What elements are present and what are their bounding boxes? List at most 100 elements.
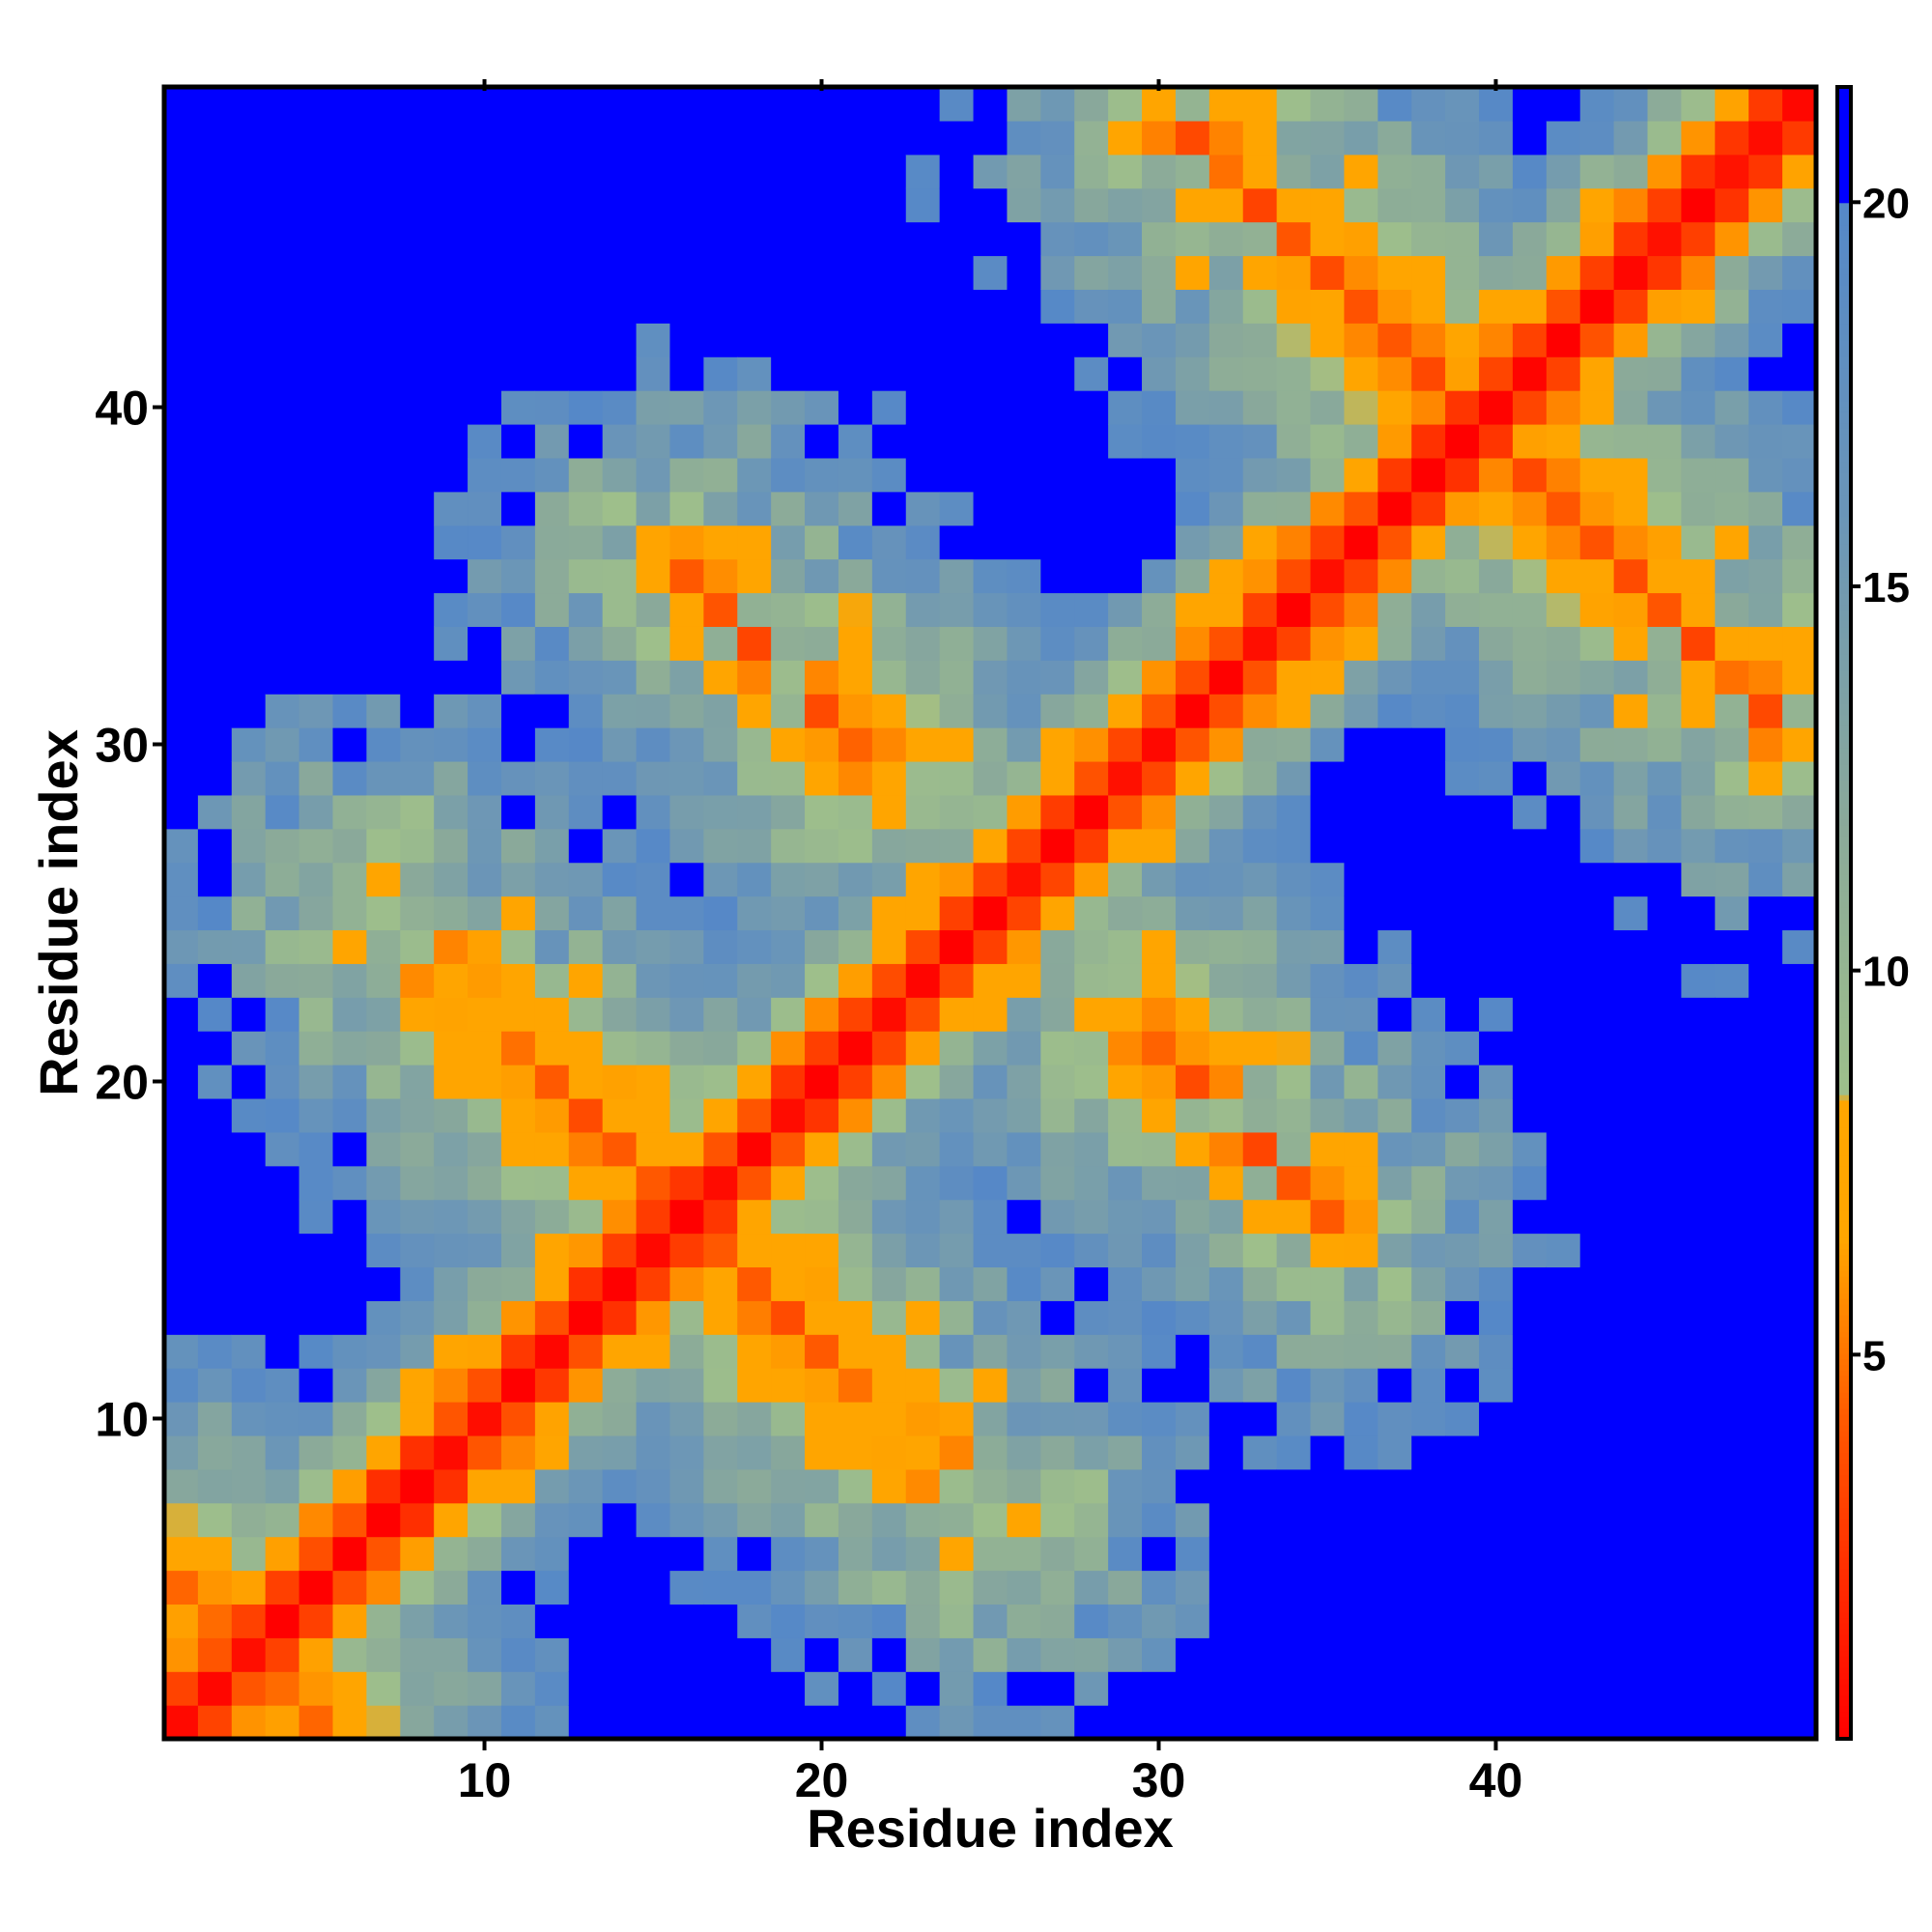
heatmap-cell xyxy=(332,120,367,156)
heatmap-cell xyxy=(400,963,435,998)
heatmap-cell xyxy=(231,660,267,695)
heatmap-cell xyxy=(1479,1502,1514,1538)
heatmap-cell xyxy=(500,895,536,931)
heatmap-cell xyxy=(1242,1334,1278,1369)
heatmap-cell xyxy=(1411,1435,1446,1470)
heatmap-cell xyxy=(669,694,704,728)
heatmap-cell xyxy=(568,862,604,897)
heatmap-cell xyxy=(1546,1570,1581,1605)
heatmap-cell xyxy=(1613,187,1649,223)
colorbar-segment xyxy=(1837,362,1851,369)
heatmap-cell xyxy=(771,895,806,931)
heatmap-cell xyxy=(871,997,907,1032)
heatmap-cell xyxy=(1546,895,1581,931)
heatmap-cell xyxy=(905,356,941,391)
colorbar-segment xyxy=(1837,1044,1851,1052)
heatmap-cell xyxy=(434,1031,469,1065)
heatmap-cell xyxy=(905,323,941,357)
heatmap-cell xyxy=(771,1502,806,1538)
colorbar-segment xyxy=(1837,693,1851,699)
colorbar-segment xyxy=(1837,1590,1851,1597)
heatmap-cell xyxy=(434,1300,469,1335)
heatmap-cell xyxy=(500,997,536,1032)
heatmap-cell xyxy=(602,390,638,425)
heatmap-cell xyxy=(434,929,469,964)
heatmap-cell xyxy=(1579,1097,1615,1133)
colorbar-segment xyxy=(1837,610,1851,616)
heatmap-cell xyxy=(1310,760,1346,796)
heatmap-cell xyxy=(1310,289,1346,324)
heatmap-cell xyxy=(771,1368,806,1403)
heatmap-cell xyxy=(1546,1131,1581,1167)
colorbar-segment xyxy=(1837,1480,1851,1487)
heatmap-cell xyxy=(534,1097,570,1133)
heatmap-cell xyxy=(434,1402,469,1436)
heatmap-cell xyxy=(1748,895,1783,931)
heatmap-cell xyxy=(1613,390,1649,425)
heatmap-cell xyxy=(534,929,570,964)
heatmap-cell xyxy=(298,1536,334,1572)
heatmap-cell xyxy=(669,1266,704,1301)
heatmap-cell xyxy=(500,1502,536,1538)
heatmap-cell xyxy=(1378,120,1412,156)
colorbar-segment xyxy=(1837,984,1851,991)
heatmap-cell xyxy=(669,255,704,290)
heatmap-cell xyxy=(1074,660,1109,695)
heatmap-cell xyxy=(1782,1334,1817,1369)
heatmap-cell xyxy=(197,1065,233,1099)
heatmap-cell xyxy=(939,1604,975,1638)
heatmap-cell xyxy=(500,390,536,425)
heatmap-cell xyxy=(1242,120,1278,156)
heatmap-cell xyxy=(1546,1300,1581,1335)
heatmap-cell xyxy=(871,423,907,459)
heatmap-cell xyxy=(1512,491,1548,526)
heatmap-cell xyxy=(1681,963,1716,998)
heatmap-cell xyxy=(669,862,704,897)
heatmap-cell xyxy=(1344,929,1378,964)
heatmap-cell xyxy=(1007,1300,1041,1335)
heatmap-cell xyxy=(400,694,435,728)
heatmap-cell xyxy=(1579,963,1615,998)
heatmap-cell xyxy=(1411,154,1446,189)
heatmap-cell xyxy=(231,323,267,357)
heatmap-cell xyxy=(332,1570,367,1605)
heatmap-cell xyxy=(939,1031,975,1065)
heatmap-cell xyxy=(771,727,806,762)
heatmap-cell xyxy=(1175,1705,1210,1740)
heatmap-cell xyxy=(197,929,233,964)
heatmap-cell xyxy=(1344,1502,1378,1538)
heatmap-cell xyxy=(1142,1065,1177,1099)
heatmap-cell xyxy=(1782,794,1817,830)
heatmap-cell xyxy=(1748,727,1783,762)
heatmap-cell xyxy=(1512,87,1548,122)
heatmap-cell xyxy=(1242,390,1278,425)
heatmap-cell xyxy=(636,794,671,830)
heatmap-cell xyxy=(973,727,1009,762)
heatmap-cell xyxy=(265,390,300,425)
heatmap-cell xyxy=(1108,390,1143,425)
colorbar-segment xyxy=(1837,730,1851,738)
heatmap-cell xyxy=(534,760,570,796)
colorbar-segment xyxy=(1837,1595,1851,1603)
heatmap-cell xyxy=(164,1435,199,1470)
heatmap-cell xyxy=(1344,862,1378,897)
heatmap-cell xyxy=(1647,87,1683,122)
heatmap-cell xyxy=(400,289,435,324)
heatmap-cell xyxy=(1748,1671,1783,1706)
colorbar-segment xyxy=(1837,1419,1851,1426)
colorbar-segment xyxy=(1837,1386,1851,1393)
heatmap-cell xyxy=(1546,1266,1581,1301)
heatmap-cell xyxy=(500,694,536,728)
heatmap-cell xyxy=(1613,1402,1649,1436)
heatmap-cell xyxy=(1040,929,1075,964)
heatmap-cell xyxy=(534,423,570,459)
heatmap-cell xyxy=(1681,660,1716,695)
heatmap-cell xyxy=(1613,1199,1649,1235)
heatmap-cell xyxy=(737,221,772,257)
colorbar-segment xyxy=(1837,764,1851,771)
colorbar-segment xyxy=(1837,1199,1851,1206)
heatmap-cell xyxy=(905,1435,941,1470)
heatmap-cell xyxy=(602,660,638,695)
heatmap-cell xyxy=(871,1468,907,1504)
heatmap-cell xyxy=(1579,1637,1615,1672)
